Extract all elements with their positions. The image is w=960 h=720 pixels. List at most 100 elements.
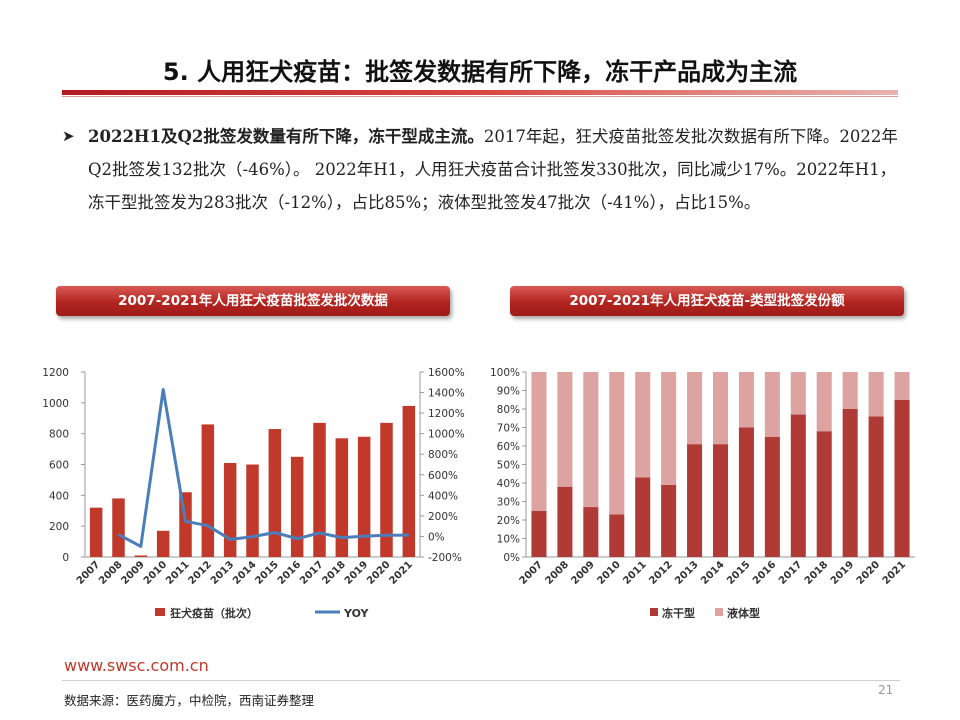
bar-batches xyxy=(156,530,170,557)
bar-batches xyxy=(268,429,282,557)
line-yoy xyxy=(117,388,409,548)
x-tick-label: 2014 xyxy=(699,559,726,586)
bar-freeze-dried xyxy=(738,427,754,557)
legend-swatch-freeze xyxy=(650,608,658,616)
bar-liquid xyxy=(738,372,754,428)
arrow-bullet-icon: ➤ xyxy=(62,127,75,145)
x-tick-label: 2017 xyxy=(777,559,804,586)
bar-batches xyxy=(89,507,103,557)
y-tick-label: 20% xyxy=(497,515,520,527)
y-right-tick-label: 1200% xyxy=(428,408,465,420)
x-tick-label: 2016 xyxy=(276,559,303,586)
y-tick-label: 80% xyxy=(497,404,520,416)
bar-liquid xyxy=(790,372,806,415)
x-tick-label: 2015 xyxy=(253,559,280,586)
y-right-tick-label: 1400% xyxy=(428,388,465,400)
x-tick-label: 2015 xyxy=(725,559,752,586)
legend-label-liquid: 液体型 xyxy=(727,606,760,620)
x-tick-label: 2012 xyxy=(647,559,674,586)
bar-batches xyxy=(112,498,125,557)
bar-liquid xyxy=(894,372,910,400)
x-tick-label: 2020 xyxy=(365,559,392,586)
chart-batches-yoy: 0 200 400 600 800 1000 1200 -200% 0% 200% 400% 600%… xyxy=(42,367,465,620)
bar-batches xyxy=(380,422,393,557)
x-tick-label: 2014 xyxy=(231,559,258,586)
bar-batches xyxy=(402,405,416,557)
bar-freeze-dried xyxy=(609,514,625,557)
bar-batches xyxy=(134,555,148,557)
bar-freeze-dried xyxy=(661,484,677,557)
bar-liquid xyxy=(557,372,573,487)
bar-batches xyxy=(201,424,215,557)
x-tick-label: 2019 xyxy=(343,559,370,586)
y-left-tick-label: 1000 xyxy=(42,398,69,410)
x-tick-label: 2018 xyxy=(320,559,347,586)
x-tick-label: 2021 xyxy=(387,559,414,586)
x-tick-label: 2018 xyxy=(803,559,830,586)
bar-liquid xyxy=(816,372,832,432)
x-tick-label: 2019 xyxy=(829,559,856,586)
x-tick-label: 2008 xyxy=(544,559,571,586)
x-tick-label: 2007 xyxy=(75,559,102,586)
x-tick-label: 2007 xyxy=(518,559,545,586)
bar-liquid xyxy=(842,372,858,409)
x-tick-label: 2013 xyxy=(673,559,700,586)
x-tick-label: 2021 xyxy=(881,559,908,586)
summary-rest: 2017年起，狂犬疫苗批签发批次数据有所下降。2022年Q2批签发132批次（-… xyxy=(88,127,898,212)
x-tick-label: 2017 xyxy=(298,559,325,586)
x-tick-label: 2011 xyxy=(621,559,648,586)
footer-url[interactable]: www.swsc.com.cn xyxy=(64,656,209,675)
bar-freeze-dried xyxy=(764,436,780,557)
footer-source: 数据来源：医药魔方，中检院，西南证券整理 xyxy=(64,693,315,708)
chart1-title-banner: 2007-2021年人用狂犬疫苗批签发批次数据 xyxy=(56,286,450,316)
bar-batches xyxy=(290,456,304,557)
y-right-tick-label: 600% xyxy=(428,470,458,482)
bar-freeze-dried xyxy=(894,399,910,557)
bar-liquid xyxy=(868,372,884,417)
slide-title: 5. 人用狂犬疫苗：批签发数据有所下降，冻干产品成为主流 xyxy=(162,58,798,86)
bar-freeze-dried xyxy=(842,409,858,557)
y-left-tick-label: 0 xyxy=(62,552,69,564)
x-tick-label: 2009 xyxy=(569,559,596,586)
bar-freeze-dried xyxy=(583,507,599,557)
bar-freeze-dried xyxy=(531,510,547,557)
y-right-tick-label: -200% xyxy=(428,552,462,564)
bar-batches xyxy=(313,422,326,557)
x-tick-label: 2016 xyxy=(751,559,778,586)
y-left-tick-label: 400 xyxy=(49,490,69,502)
bar-freeze-dried xyxy=(635,477,651,557)
x-tick-label: 2011 xyxy=(164,559,191,586)
y-right-tick-label: 1000% xyxy=(428,429,465,441)
y-tick-label: 60% xyxy=(497,441,520,453)
bar-liquid xyxy=(764,372,780,437)
bar-freeze-dried xyxy=(868,416,884,557)
title-divider-thin xyxy=(62,96,898,97)
y-tick-label: 40% xyxy=(497,478,520,490)
bar-freeze-dried xyxy=(790,414,806,557)
y-right-tick-label: 1600% xyxy=(428,367,465,379)
y-tick-label: 70% xyxy=(497,423,520,435)
bar-freeze-dried xyxy=(557,486,573,557)
bar-batches xyxy=(246,464,259,557)
x-tick-label: 2010 xyxy=(595,559,622,586)
y-tick-label: 90% xyxy=(497,386,520,398)
y-tick-label: 10% xyxy=(497,534,520,546)
summary-bold: 2022H1及Q2批签发数量有所下降，冻干型成主流。 xyxy=(88,127,484,146)
page-number: 21 xyxy=(878,683,894,697)
summary-text: 2022H1及Q2批签发数量有所下降，冻干型成主流。2017年起，狂犬疫苗批签发… xyxy=(88,120,912,219)
footer-divider xyxy=(62,680,900,681)
y-left-tick-label: 600 xyxy=(49,460,69,472)
bar-batches xyxy=(335,438,349,557)
y-tick-label: 50% xyxy=(497,460,520,472)
x-tick-label: 2013 xyxy=(209,559,236,586)
y-tick-label: 30% xyxy=(497,497,520,509)
x-tick-label: 2010 xyxy=(142,559,169,586)
y-right-tick-label: 200% xyxy=(428,511,458,523)
summary-bullet: ➤ 2022H1及Q2批签发数量有所下降，冻干型成主流。2017年起，狂犬疫苗批… xyxy=(62,120,912,219)
legend-label-freeze: 冻干型 xyxy=(662,606,695,620)
bar-freeze-dried xyxy=(712,444,729,557)
bar-liquid xyxy=(635,372,651,478)
chart2-title-banner: 2007-2021年人用狂犬疫苗-类型批签发份额 xyxy=(510,286,904,316)
bar-freeze-dried xyxy=(816,431,832,557)
bar-liquid xyxy=(687,372,703,445)
